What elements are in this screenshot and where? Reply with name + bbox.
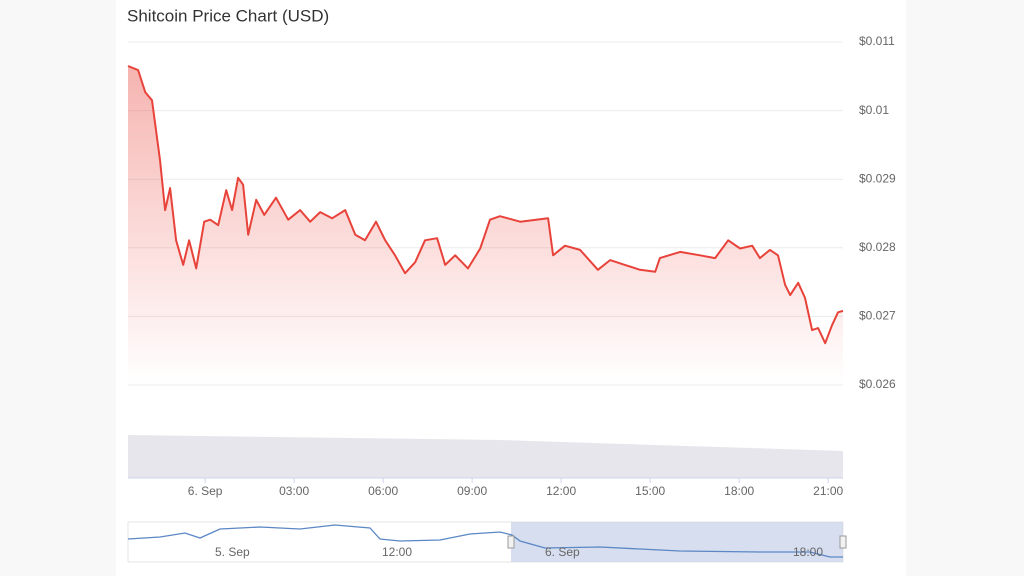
x-tick-label: 06:00 <box>368 484 398 498</box>
x-tick-label: 21:00 <box>813 484 843 498</box>
chart-title: Shitcoin Price Chart (USD) <box>127 6 329 25</box>
y-tick-label: $0.026 <box>859 377 896 391</box>
x-tick-label: 09:00 <box>457 484 487 498</box>
navigator-label: 18:00 <box>793 545 823 559</box>
x-tick-label: 12:00 <box>546 484 576 498</box>
navigator: 5. Sep 12:00 6. Sep 18:00 <box>127 521 847 563</box>
side-panel <box>0 0 116 576</box>
side-panel <box>906 0 1024 576</box>
y-tick-label: $0.027 <box>859 309 896 323</box>
price-line <box>127 65 844 345</box>
navigator-label: 6. Sep <box>545 545 580 559</box>
navigator-handle[interactable] <box>507 535 515 549</box>
navigator-label: 5. Sep <box>215 545 250 559</box>
y-tick-label: $0.029 <box>859 171 896 185</box>
y-tick-label: $0.028 <box>859 240 896 254</box>
y-tick-label: $0.01 <box>859 103 889 117</box>
navigator-selection <box>511 522 843 562</box>
volume-area <box>128 435 843 478</box>
x-tick-label: 15:00 <box>635 484 665 498</box>
x-tick-label: 6. Sep <box>188 484 223 498</box>
navigator-handle[interactable] <box>839 535 847 549</box>
x-tick-label: 03:00 <box>279 484 309 498</box>
y-tick-label: $0.011 <box>859 34 895 48</box>
x-tick-label: 18:00 <box>724 484 754 498</box>
volume <box>128 435 843 478</box>
navigator-label: 12:00 <box>382 545 412 559</box>
navigator-line <box>127 524 843 558</box>
price-area <box>128 66 843 385</box>
